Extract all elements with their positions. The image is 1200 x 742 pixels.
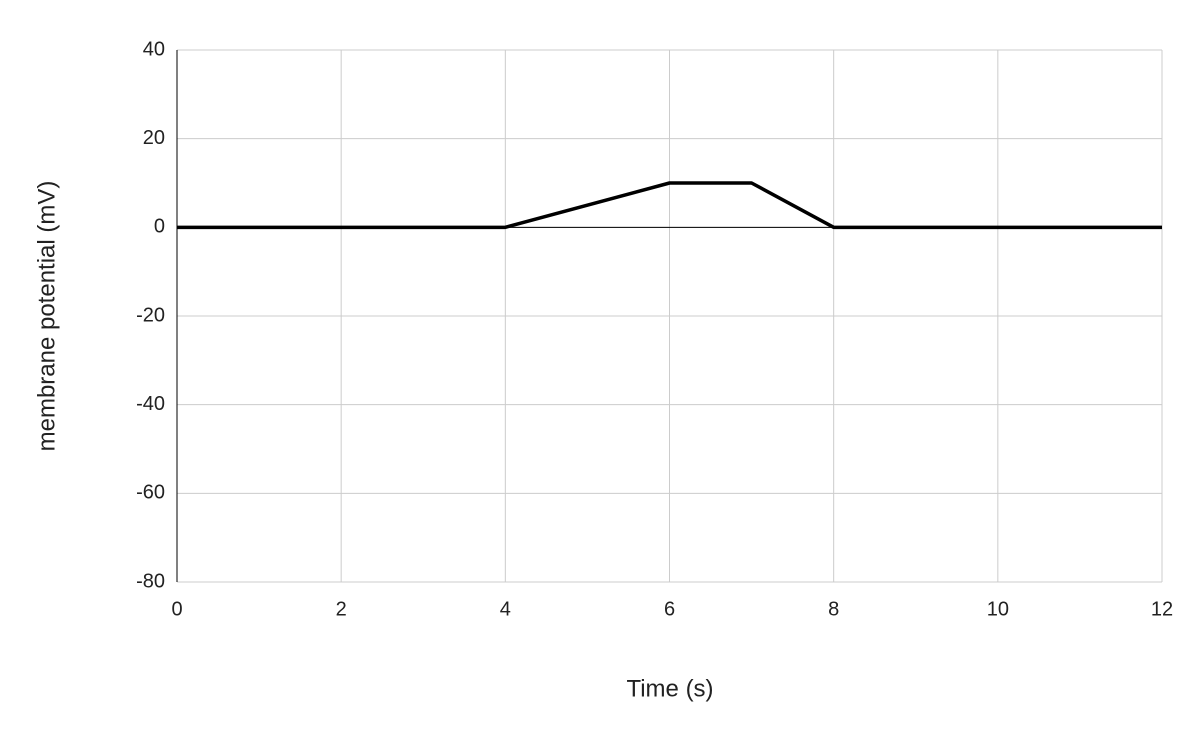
y-tick-label: 40 — [143, 38, 165, 60]
y-tick-label: -40 — [136, 393, 165, 415]
y-tick-label: 0 — [154, 216, 165, 238]
y-tick-label: -20 — [136, 304, 165, 326]
x-tick-label: 4 — [500, 598, 511, 620]
x-tick-label: 6 — [664, 598, 675, 620]
y-tick-label: -80 — [136, 570, 165, 592]
x-tick-label: 10 — [987, 598, 1009, 620]
x-tick-label: 12 — [1151, 598, 1173, 620]
y-tick-label: -60 — [136, 482, 165, 504]
x-tick-label: 8 — [828, 598, 839, 620]
y-tick-label: 20 — [143, 127, 165, 149]
x-tick-label: 2 — [336, 598, 347, 620]
y-axis-label: membrane potential (mV) — [33, 181, 60, 452]
x-axis-label: Time (s) — [626, 675, 713, 702]
x-tick-label: 0 — [171, 598, 182, 620]
data-line — [177, 181, 1162, 230]
